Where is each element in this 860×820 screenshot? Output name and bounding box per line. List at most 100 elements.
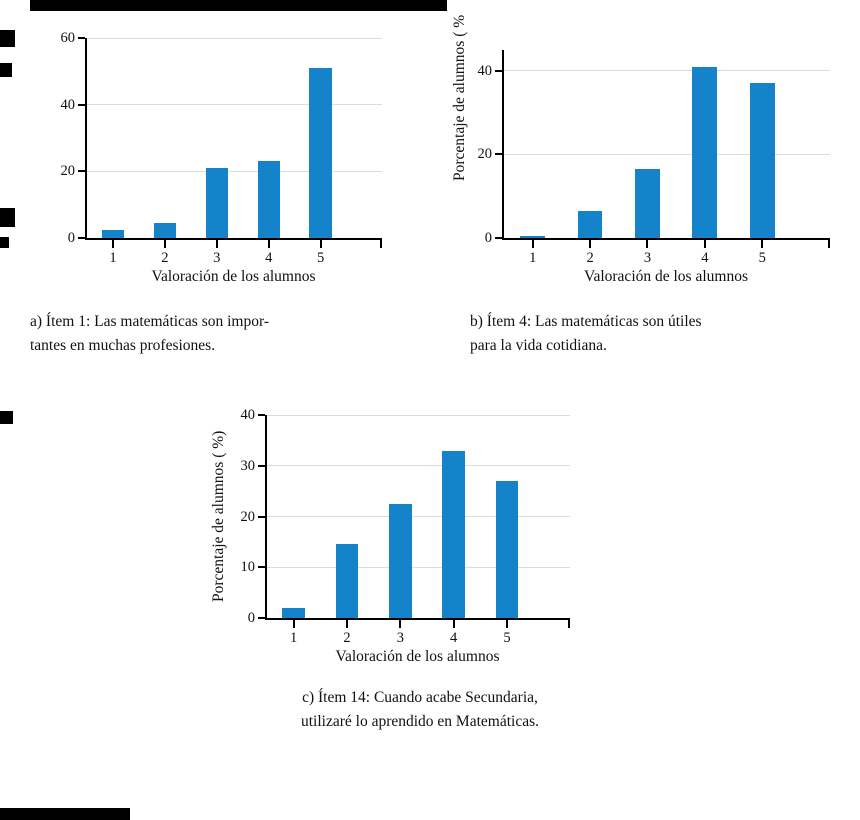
x-tick-label: 5 — [758, 250, 766, 266]
y-tick-mark — [258, 617, 265, 619]
x-tick-label: 1 — [109, 250, 117, 266]
gridline — [267, 566, 570, 568]
x-tick-label: 2 — [343, 630, 351, 646]
x-tick-mark — [319, 240, 322, 248]
bar-rating-2 — [153, 223, 177, 238]
caption-item1-line2: tantes en muchas profesiones. — [30, 337, 216, 354]
y-tick-mark — [495, 153, 502, 156]
caption-item4-line2: para la vida cotidiana. — [470, 337, 607, 354]
x-tick-mark — [163, 240, 166, 248]
y-tick-label: 30 — [240, 457, 256, 474]
x-tick-label: 5 — [317, 250, 325, 266]
x-tick-label: 5 — [503, 630, 511, 646]
x-tick-label: 3 — [213, 250, 221, 266]
bar-rating-4 — [442, 450, 466, 618]
plot-area-item4: 0 20 40 1 2 3 4 5 — [478, 50, 830, 266]
caption-item4-line1: b) Ítem 4: Las matemáticas son útiles — [470, 313, 702, 330]
x-tick-label: 3 — [643, 250, 652, 266]
x-tick-label: 4 — [265, 250, 273, 266]
scan-artifact-left-3 — [0, 208, 15, 227]
scan-artifact-left-1 — [0, 30, 15, 47]
x-tick-label: 1 — [529, 250, 537, 266]
x-tick-mark — [267, 240, 270, 248]
x-axis-end-tick — [380, 240, 382, 248]
bar-rating-5 — [749, 83, 775, 238]
y-tick-label: 20 — [240, 508, 256, 525]
x-tick-label: 4 — [450, 630, 458, 646]
x-tick-mark — [505, 620, 508, 628]
x-tick-mark — [345, 620, 348, 628]
x-tick-mark — [215, 240, 218, 248]
bar-chart-item1: 0 20 40 60 1 2 3 4 5 Valoración de los alumnos — [61, 30, 382, 285]
caption-item1-line1: a) Ítem 1: Las matemáticas son impor- — [30, 313, 270, 330]
y-tick-label: 40 — [240, 407, 256, 423]
y-axis-label-item4: Porcentaje de alumnos ( % — [451, 14, 468, 182]
y-tick-mark — [495, 69, 502, 72]
bar-rating-1 — [520, 235, 545, 238]
gridline — [267, 465, 570, 467]
caption-item14-line2: utilizaré lo aprendido en Matemáticas. — [300, 713, 539, 730]
bar-rating-1 — [101, 229, 125, 238]
x-tick-mark — [292, 620, 295, 628]
gridline — [267, 516, 570, 517]
caption-item14-line1: c) Ítem 14: Cuando acabe Secundaria, — [302, 689, 538, 706]
y-tick-label: 0 — [67, 230, 75, 246]
bar-chart-item14: Porcentaje de alumnos ( %) 0 10 20 30 40 1 2 3 4… — [210, 407, 570, 665]
x-tick-label: 2 — [586, 250, 594, 266]
gridline — [504, 70, 830, 72]
x-tick-mark — [761, 240, 764, 248]
bar-chart-item4: Porcentaje de alumnos ( % 0 20 40 1 2 3 4 5 Val… — [451, 15, 830, 285]
y-tick-label: 10 — [240, 559, 256, 576]
bar-rating-1 — [282, 607, 306, 618]
bar-rating-3 — [205, 168, 228, 238]
plot-area-item14: 0 10 20 30 40 1 2 3 4 5 — [241, 407, 570, 646]
gridline — [87, 170, 382, 172]
scan-artifact-bottom — [0, 808, 130, 820]
x-tick-mark — [589, 240, 592, 248]
y-tick-label: 40 — [477, 62, 493, 79]
y-tick-label: 60 — [60, 30, 76, 46]
gridline — [87, 104, 382, 106]
caption-item4: b) Ítem 4: Las matemáticas son útiles pa… — [470, 310, 790, 358]
scan-artifact-top — [30, 0, 447, 11]
y-tick-label: 20 — [477, 146, 493, 163]
y-tick-mark — [258, 414, 265, 416]
bar-rating-4 — [692, 66, 718, 238]
y-tick-mark — [78, 37, 85, 39]
scan-artifact-left-5 — [0, 411, 13, 424]
gridline — [504, 153, 830, 155]
x-tick-label: 2 — [161, 250, 169, 266]
x-tick-label: 1 — [290, 630, 298, 646]
plot-area-item1: 0 20 40 60 1 2 3 4 5 — [61, 30, 382, 266]
caption-item1: a) Ítem 1: Las matemáticas son impor- ta… — [30, 310, 342, 358]
x-axis-end-tick — [568, 620, 570, 628]
bar-rating-4 — [257, 161, 280, 238]
gridline — [267, 414, 570, 416]
y-tick-mark — [258, 515, 265, 518]
x-tick-label: 4 — [701, 250, 709, 266]
scan-artifact-left-2 — [0, 63, 12, 77]
x-tick-label: 3 — [396, 630, 404, 646]
x-tick-mark — [703, 240, 706, 248]
x-tick-mark — [111, 240, 114, 248]
y-tick-label: 20 — [60, 163, 76, 180]
x-tick-mark — [646, 240, 649, 248]
y-tick-mark — [78, 170, 85, 173]
y-tick-mark — [78, 103, 85, 106]
bar-rating-5 — [309, 68, 332, 238]
caption-item14: c) Ítem 14: Cuando acabe Secundaria, uti… — [230, 686, 610, 734]
x-tick-mark — [399, 620, 402, 628]
x-tick-mark — [531, 240, 534, 248]
x-tick-mark — [452, 620, 455, 628]
y-tick-mark — [258, 566, 265, 569]
gridline — [87, 37, 382, 39]
y-tick-mark — [495, 237, 502, 239]
scan-artifact-left-4 — [0, 237, 9, 248]
x-axis-label-item1: Valoración de los alumnos — [151, 268, 316, 285]
bar-rating-3 — [635, 169, 660, 238]
x-axis-end-tick — [828, 240, 830, 248]
y-tick-mark — [258, 464, 265, 467]
y-tick-label: 0 — [247, 610, 255, 626]
bar-rating-5 — [495, 480, 519, 618]
